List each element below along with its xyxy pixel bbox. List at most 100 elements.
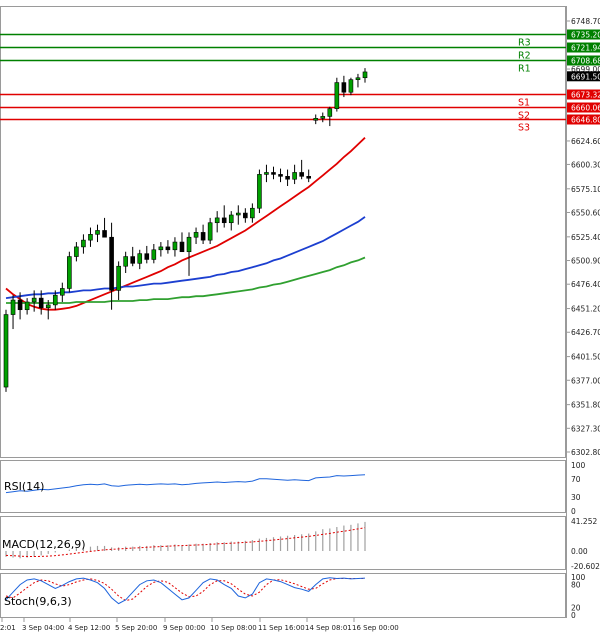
current-price-marker: 6691.50: [567, 71, 600, 82]
time-tick-label: 10 Sep 08:00: [210, 624, 257, 632]
price-y-tick-label: 6699.00: [571, 65, 600, 74]
price-y-tick-label: 6377.00: [571, 376, 600, 385]
level-price-tag: [567, 114, 600, 125]
time-tick-label: 4 Sep 12:00: [68, 624, 110, 632]
price-y-tick-label: 6327.30: [571, 424, 600, 433]
candle-body: [235, 212, 241, 216]
level-price-tag: [567, 42, 600, 53]
candle: [60, 282, 65, 302]
price-y-tick-label: 6351.80: [571, 401, 600, 410]
level-name-s2: S2: [518, 111, 530, 122]
candle: [116, 261, 121, 301]
candle: [292, 164, 297, 185]
candle: [165, 240, 171, 254]
candle-body: [200, 232, 206, 241]
pivot-levels: R3 6735.20 R2 6721.94 R1 6708.68 S1 6673.32 S2 66…: [0, 29, 600, 134]
candle: [341, 75, 347, 98]
candle: [243, 208, 248, 223]
stoch-y-tick-label: 0: [571, 611, 576, 620]
time-tick-label: 16 Sep 00:00: [352, 624, 399, 632]
candle: [313, 114, 319, 125]
macd-y-tick-label: 41.252: [571, 517, 597, 526]
level-price-tag: [567, 89, 600, 100]
candle: [228, 211, 234, 231]
candle-body: [81, 239, 86, 248]
candle: [158, 242, 164, 257]
candle-body: [264, 172, 269, 175]
candle: [144, 245, 150, 264]
candle: [285, 169, 290, 186]
candle-body: [3, 314, 9, 388]
candle: [123, 251, 128, 273]
candle: [151, 243, 157, 264]
level-price-label: 6721.94: [571, 44, 600, 53]
candle-body: [151, 249, 157, 260]
level-price-label: 6735.20: [571, 31, 600, 40]
current-price-label: 6691.50: [571, 72, 600, 81]
candle-body: [130, 256, 136, 264]
price-y-tick-label: 6451.20: [571, 305, 600, 314]
candle: [320, 112, 326, 123]
level-price-label: 6646.80: [571, 116, 600, 125]
candle: [81, 234, 86, 254]
macd-y-tick-label: 0.00: [571, 547, 588, 556]
candle-body: [355, 77, 361, 80]
candle-body: [214, 217, 220, 224]
candle: [207, 217, 213, 244]
moving-averages: [5, 137, 366, 311]
moving-average-line-3: [6, 256, 366, 304]
price-y-tick-label: 6525.40: [571, 233, 600, 242]
candle: [67, 251, 72, 293]
price-y-tick-label: 6426.70: [571, 328, 600, 337]
level-price-label: 6660.06: [571, 104, 600, 113]
candle: [362, 68, 368, 83]
candle-body: [341, 82, 347, 93]
stoch-title: Stoch(9,6,3): [4, 595, 72, 608]
price-y-tick-label: 6748.70: [571, 17, 600, 26]
candle-body: [306, 176, 311, 179]
candle: [17, 292, 23, 320]
price-y-tick-label: 6550.60: [571, 208, 600, 217]
candle: [306, 169, 311, 183]
level-name-s1: S1: [518, 98, 530, 109]
candle-body: [313, 118, 319, 121]
price-y-tick-label: 6302.80: [571, 448, 600, 457]
level-name-r2: R2: [518, 51, 531, 62]
candle-body: [257, 174, 262, 209]
price-y-tick-label: 6624.60: [571, 137, 600, 146]
price-y-tick-label: 6600.30: [571, 160, 600, 169]
level-name-r3: R3: [518, 38, 531, 49]
price-y-tick-label: 6476.40: [571, 280, 600, 289]
candle-body: [144, 253, 150, 260]
candle: [186, 232, 192, 276]
stoch-d-line: [5, 578, 365, 602]
candle: [348, 77, 354, 96]
candle-body: [137, 253, 143, 264]
candle-body: [45, 304, 51, 309]
candle: [52, 290, 58, 310]
candle: [214, 211, 220, 233]
candle: [24, 298, 30, 315]
time-tick-label: 5 Sep 20:00: [115, 624, 157, 632]
candle-body: [88, 234, 93, 241]
candle-body: [158, 246, 164, 251]
candle: [172, 237, 178, 257]
candle: [31, 290, 37, 312]
candle: [179, 232, 185, 253]
candle-body: [102, 230, 107, 238]
candle: [38, 290, 44, 315]
candle: [334, 77, 340, 112]
candle: [271, 166, 276, 180]
stoch-y-tick-label: 80: [571, 581, 581, 590]
macd-title: MACD(12,26,9): [2, 538, 86, 551]
moving-average-line-2: [5, 216, 366, 299]
candle-body: [74, 246, 79, 257]
time-tick-label: 2:01: [0, 624, 16, 632]
candle-body: [271, 172, 276, 175]
candle: [235, 205, 241, 225]
candle-body: [320, 116, 326, 119]
candle-body: [348, 79, 354, 93]
price-panel: [0, 6, 566, 458]
candle-body: [17, 299, 23, 311]
macd-signal-line: [5, 527, 366, 557]
